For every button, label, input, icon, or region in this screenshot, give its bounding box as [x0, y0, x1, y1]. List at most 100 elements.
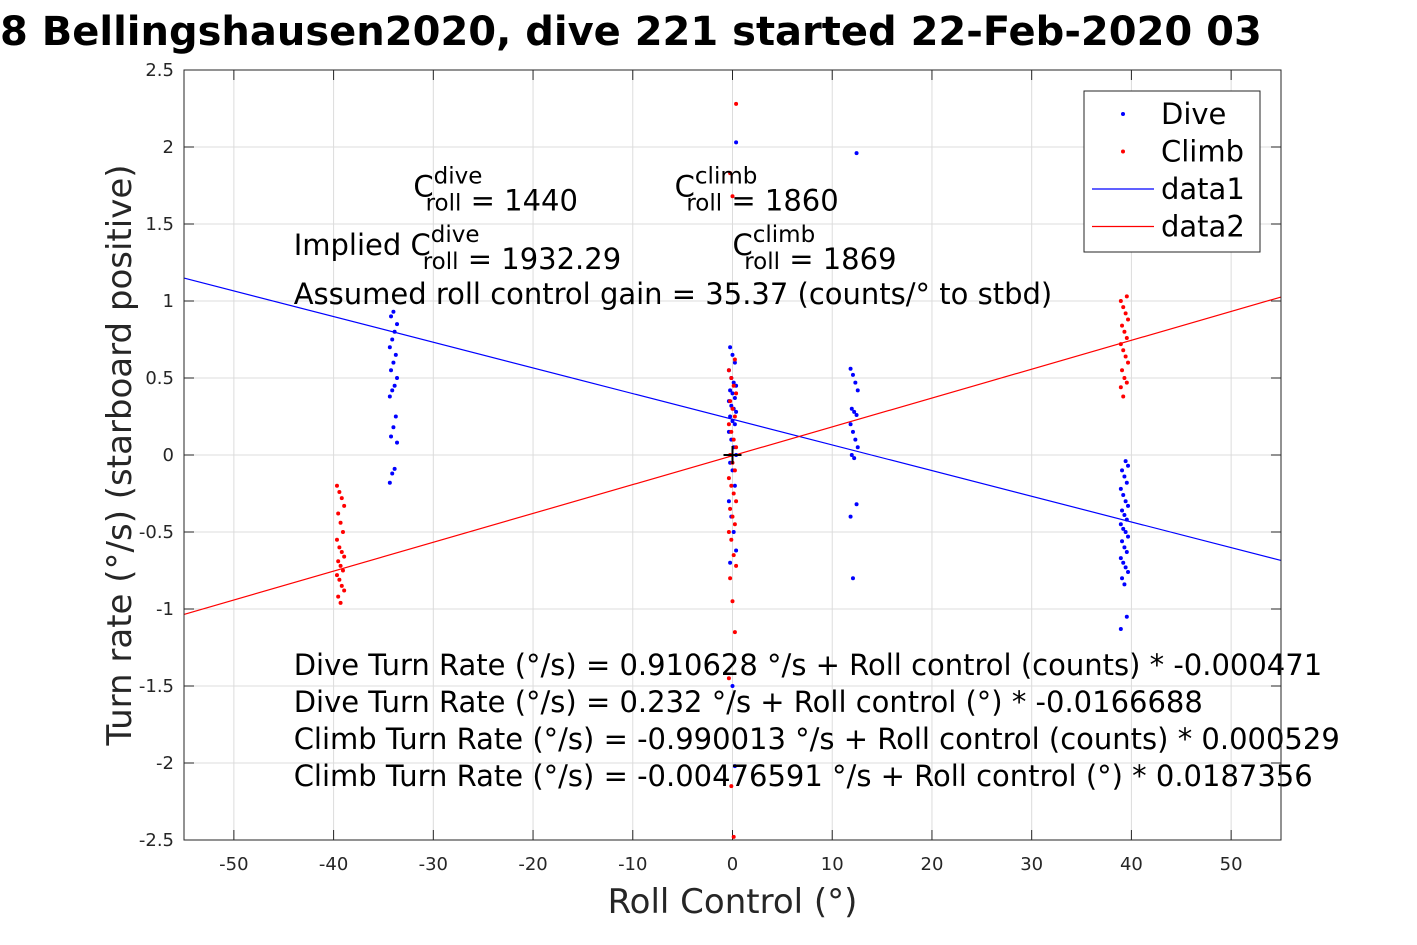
- climb-point: [334, 483, 339, 488]
- dive-point: [854, 412, 859, 417]
- climb-point: [730, 194, 735, 199]
- legend-box: [1083, 90, 1261, 253]
- climb-point: [732, 522, 737, 527]
- dive-point: [387, 480, 392, 485]
- legend-label-Climb: Climb: [1161, 135, 1244, 169]
- y-tick-label: -2: [156, 753, 174, 774]
- legend-label-Dive: Dive: [1161, 97, 1226, 131]
- dive-point: [850, 576, 855, 581]
- climb-point: [734, 445, 739, 450]
- climb-point: [729, 376, 734, 380]
- dive-point: [1118, 486, 1123, 491]
- dive-point: [850, 372, 855, 377]
- dive-point: [1126, 503, 1131, 508]
- dive-point: [729, 403, 734, 408]
- y-tick-label: 0.5: [145, 368, 174, 389]
- dive-point: [1123, 565, 1128, 570]
- climb-point: [734, 391, 739, 396]
- x-tick-label: 50: [1220, 854, 1243, 875]
- climb-point: [1121, 305, 1126, 310]
- dive-point: [732, 764, 737, 769]
- y-tick-label: 1: [163, 291, 174, 312]
- dive-point: [395, 376, 400, 380]
- dive-point: [389, 368, 394, 373]
- climb-point: [338, 600, 343, 605]
- dive-point: [391, 309, 396, 314]
- dive-point: [1121, 493, 1126, 498]
- origin-marker: [723, 446, 742, 464]
- dive-point: [728, 345, 733, 350]
- dive-point: [852, 456, 857, 461]
- dive-point: [1126, 570, 1131, 575]
- x-tick-label: -10: [618, 854, 647, 875]
- y-tick-label: -1.5: [139, 676, 174, 697]
- y-tick-label: -0.5: [139, 522, 174, 543]
- y-tick-label: 2: [163, 137, 174, 158]
- climb-point: [726, 530, 731, 534]
- dive-point: [391, 425, 396, 430]
- dive-point: [854, 151, 859, 156]
- dive-point: [1123, 530, 1128, 534]
- climb-point: [731, 383, 736, 388]
- dive-point: [734, 409, 739, 414]
- plot-border: [183, 69, 1282, 841]
- data-points: [334, 101, 1131, 839]
- y-axis-ticks: 2.5 2 1.5 1 0.5 0 -0.5 -1 -1.5 -2 -2.5: [139, 60, 1281, 851]
- climb-point: [728, 506, 733, 511]
- dive-point: [1123, 459, 1128, 464]
- x-tick-label: 40: [1120, 854, 1143, 875]
- dive-point: [852, 409, 857, 414]
- dive-point: [1122, 582, 1127, 587]
- climb-point: [334, 573, 339, 578]
- climb-point: [337, 489, 342, 494]
- dive-point: [730, 391, 735, 396]
- dive-point: [853, 437, 858, 442]
- climb-point: [726, 422, 731, 427]
- dive-point: [1126, 534, 1131, 539]
- climb-point: [730, 406, 735, 411]
- climb-point: [338, 520, 343, 525]
- dive-point: [390, 471, 395, 476]
- climb-point: [1126, 360, 1131, 365]
- climb-point: [1121, 348, 1126, 353]
- x-tick-label: -20: [518, 854, 547, 875]
- climb-point: [1124, 380, 1129, 385]
- x-tick-label: -50: [219, 854, 248, 875]
- climb-point: [1123, 311, 1128, 316]
- climb-point: [1124, 294, 1129, 299]
- y-tick-label: 1.5: [145, 214, 174, 235]
- climb-point: [732, 414, 737, 419]
- climb-point: [342, 554, 347, 559]
- climb-point: [1118, 299, 1123, 303]
- climb-point: [1126, 317, 1131, 322]
- dive-point: [387, 394, 392, 399]
- climb-point: [334, 537, 339, 542]
- dive-point: [848, 366, 853, 371]
- dive-point: [848, 514, 853, 519]
- climb-point: [726, 676, 731, 681]
- dive-point: [853, 380, 858, 385]
- climb-point: [1122, 329, 1127, 334]
- climb-point: [337, 577, 342, 582]
- climb-point: [734, 563, 739, 568]
- chart-title: 8 Bellingshausen2020, dive 221 started 2…: [0, 9, 1262, 55]
- annotation-7: Climb Turn Rate (°/s) = -0.990013 °/s + …: [294, 722, 1340, 756]
- climb-point: [731, 437, 736, 442]
- x-tick-label: 0: [727, 854, 738, 875]
- legend-swatch-Dive: [1121, 112, 1125, 116]
- dive-point: [731, 380, 736, 385]
- x-axis-ticks: -50 -40 -30 -20 -10 0 10 20 30 40 50: [219, 70, 1243, 875]
- dive-point: [387, 345, 392, 350]
- climb-point: [730, 514, 735, 519]
- dive-point: [1120, 539, 1125, 544]
- dive-point: [393, 352, 398, 357]
- climb-point: [1118, 385, 1123, 390]
- dive-point: [855, 445, 860, 450]
- climb-point: [336, 511, 341, 516]
- dive-point: [730, 419, 735, 424]
- climb-point: [339, 496, 344, 501]
- dive-point: [395, 322, 400, 327]
- dive-point: [1120, 576, 1125, 581]
- dive-point: [728, 560, 733, 565]
- climb-point: [1122, 376, 1127, 380]
